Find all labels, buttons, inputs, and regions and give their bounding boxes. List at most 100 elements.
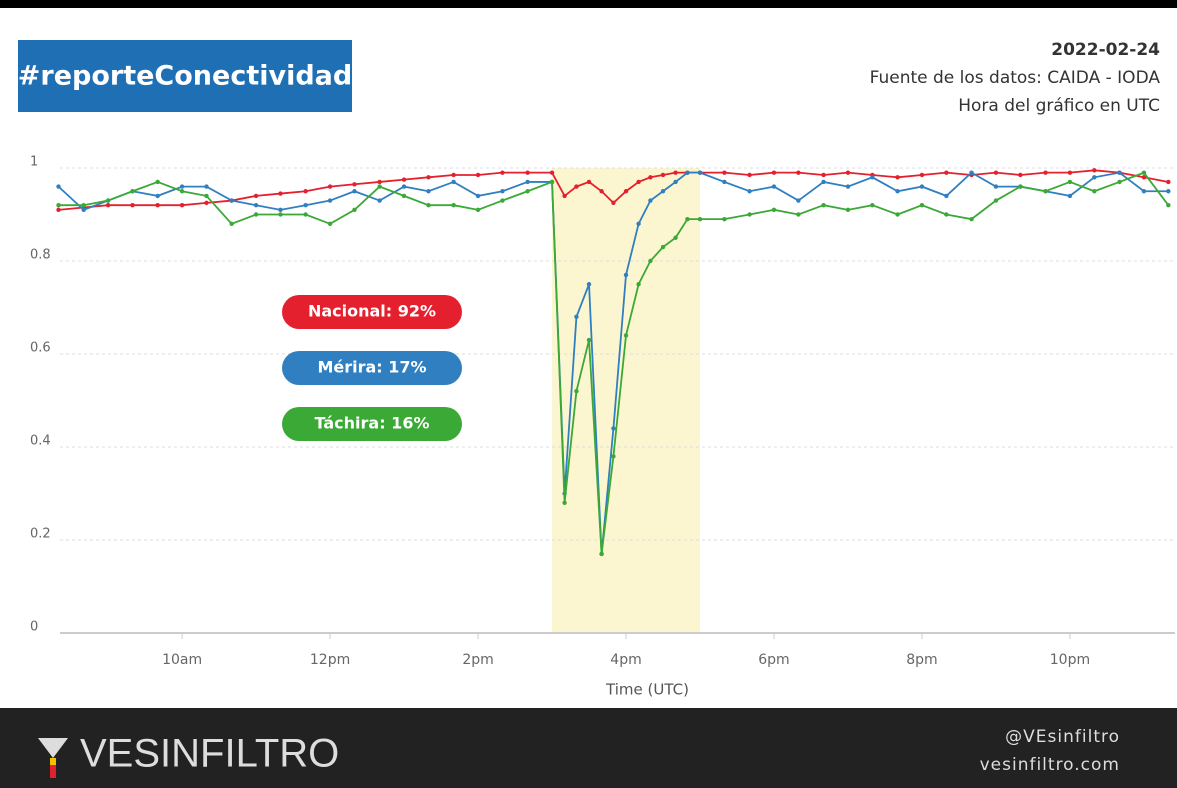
point <box>796 170 801 175</box>
point <box>377 198 382 203</box>
point <box>895 212 900 217</box>
point <box>574 389 579 394</box>
point <box>586 179 592 185</box>
series-line <box>58 169 1169 211</box>
point <box>821 172 826 178</box>
point <box>574 184 579 189</box>
date: 2022-02-24 <box>1051 40 1160 60</box>
point <box>1067 170 1073 175</box>
point <box>623 333 629 338</box>
point <box>253 193 259 199</box>
x-tick-label: 2pm <box>462 652 493 668</box>
point <box>611 200 616 206</box>
point <box>673 170 678 175</box>
point <box>747 212 752 217</box>
point <box>648 198 653 203</box>
point <box>377 179 382 185</box>
point <box>796 212 801 217</box>
point <box>327 198 333 203</box>
point <box>821 179 826 185</box>
site: vesinfiltro.com <box>980 755 1120 775</box>
point <box>426 189 431 194</box>
point <box>451 172 456 178</box>
point <box>155 203 160 208</box>
point <box>1166 179 1171 185</box>
point <box>771 170 777 175</box>
point <box>673 235 678 240</box>
point <box>993 198 999 203</box>
legend-badge <box>282 295 462 329</box>
point <box>697 216 703 222</box>
tag-box <box>18 40 352 112</box>
point <box>636 179 641 185</box>
x-tick-label: 6pm <box>758 652 789 668</box>
point <box>500 189 505 194</box>
point <box>562 193 567 199</box>
point <box>401 177 407 182</box>
point <box>426 175 431 180</box>
point <box>1166 203 1171 208</box>
point <box>475 193 481 199</box>
point <box>660 189 666 194</box>
point <box>377 184 382 189</box>
point <box>722 216 727 222</box>
point <box>327 184 333 189</box>
x-tick-label: 10am <box>162 652 202 668</box>
point <box>660 244 666 250</box>
point <box>944 170 949 175</box>
point <box>303 212 308 217</box>
point <box>130 203 135 208</box>
point <box>352 189 357 194</box>
point <box>697 170 703 175</box>
point <box>105 203 111 208</box>
point <box>81 203 86 208</box>
point <box>105 198 111 203</box>
point <box>796 198 801 203</box>
y-tick-label: 0.6 <box>30 341 51 356</box>
point <box>623 189 629 194</box>
point <box>130 189 135 194</box>
source: Fuente de los datos: CAIDA - IODA <box>870 68 1161 88</box>
point <box>747 172 752 178</box>
x-tick-label: 8pm <box>906 652 937 668</box>
point <box>944 212 949 217</box>
point <box>1018 172 1023 178</box>
point <box>303 203 308 208</box>
point <box>562 500 567 505</box>
point <box>969 216 974 222</box>
x-axis-label: Time (UTC) <box>605 681 689 699</box>
point <box>648 175 653 180</box>
point <box>155 179 160 185</box>
point <box>253 203 259 208</box>
y-tick-label: 0 <box>30 620 38 635</box>
series-line <box>58 171 1170 555</box>
y-tick-label: 0.4 <box>30 434 51 449</box>
point <box>475 172 481 178</box>
point <box>401 184 407 189</box>
point <box>944 193 949 199</box>
point <box>673 179 678 185</box>
point <box>1018 184 1023 189</box>
point <box>549 179 555 185</box>
point <box>845 184 851 189</box>
point <box>500 170 505 175</box>
point <box>1117 179 1122 185</box>
series-line <box>57 171 1169 555</box>
point <box>525 170 530 175</box>
note: Hora del gráfico en UTC <box>958 96 1160 116</box>
y-tick-label: 0.2 <box>30 527 51 542</box>
point <box>919 203 925 208</box>
x-tick-label: 12pm <box>310 652 350 668</box>
point <box>278 191 283 196</box>
point <box>747 189 752 194</box>
point <box>352 207 357 213</box>
point <box>685 216 690 222</box>
point <box>1043 189 1048 194</box>
point <box>179 203 185 208</box>
point <box>525 189 530 194</box>
point <box>1092 168 1097 173</box>
point <box>1092 189 1097 194</box>
point <box>179 189 185 194</box>
point <box>722 170 727 175</box>
footer-bar <box>0 708 1177 788</box>
